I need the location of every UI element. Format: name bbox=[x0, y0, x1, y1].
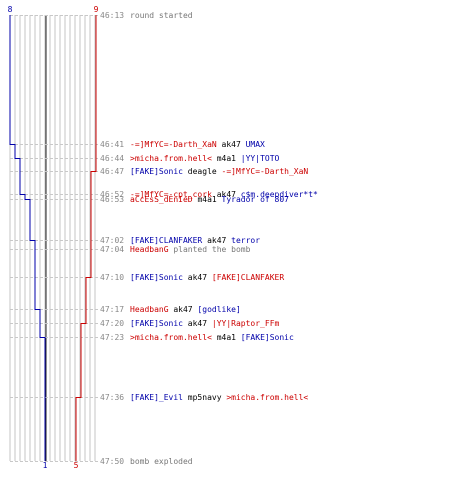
victim-name: UMAX bbox=[246, 140, 265, 149]
weapon-name: ak47 bbox=[217, 140, 246, 149]
blue-start-label: 8 bbox=[8, 5, 13, 14]
weapon-name: ak47 bbox=[183, 319, 212, 328]
event-description: round started bbox=[130, 11, 193, 20]
victim-name: >micha.from.hell< bbox=[226, 393, 308, 402]
event-time: 47:04 bbox=[100, 245, 124, 254]
victim-name: [godlike] bbox=[197, 305, 240, 314]
victim-name: c$m.deepdiver*t* bbox=[241, 190, 318, 199]
event-time: 47:10 bbox=[100, 273, 124, 282]
event-text: >micha.from.hell< m4a1 |YY|TOTO bbox=[130, 154, 280, 163]
weapon-name: ak47 bbox=[183, 273, 212, 282]
red-start-label: 9 bbox=[94, 5, 99, 14]
killer-name: [FAKE]_Evil bbox=[130, 393, 183, 402]
event-description: bomb exploded bbox=[130, 457, 193, 466]
weapon-name: m4a1 bbox=[212, 154, 241, 163]
event-time: 47:02 bbox=[100, 236, 124, 245]
killer-name: [FAKE]Sonic bbox=[130, 167, 183, 176]
weapon-name: m4a1 bbox=[193, 195, 222, 204]
killer-name: -=]MfYC=-Darth_XaN bbox=[130, 140, 217, 149]
victim-name: [FAKE]Sonic bbox=[241, 333, 294, 342]
killer-name: >micha.from.hell< bbox=[130, 333, 212, 342]
victim-name: Tyrador of 807 bbox=[222, 195, 290, 204]
victim-name: terror bbox=[231, 236, 260, 245]
victim-name: |YY|Raptor_FFm bbox=[212, 319, 280, 328]
killer-name: >micha.from.hell< bbox=[130, 154, 212, 163]
killer-name: aCcEsS_dEnIeD bbox=[130, 195, 193, 204]
event-time: 46:52 bbox=[100, 190, 124, 199]
event-text: bomb exploded bbox=[130, 457, 193, 466]
player-name: HeadbanG bbox=[130, 245, 169, 254]
victim-name: -=]MfYC=-Darth_XaN bbox=[222, 167, 309, 176]
event-time: 47:20 bbox=[100, 319, 124, 328]
event-time: 46:41 bbox=[100, 140, 124, 149]
killer-name: [FAKE]CLANFAKER bbox=[130, 236, 202, 245]
event-text: [FAKE]CLANFAKER ak47 terror bbox=[130, 236, 260, 245]
red-team-line bbox=[75, 15, 97, 461]
event-text: -=]MfYC=-Darth_XaN ak47 UMAX bbox=[130, 140, 265, 149]
weapon-name: ak47 bbox=[169, 305, 198, 314]
event-description: planted the bomb bbox=[169, 245, 251, 254]
event-text: HeadbanG planted the bomb bbox=[130, 245, 251, 254]
weapon-name: ak47 bbox=[202, 236, 231, 245]
event-time: 46:44 bbox=[100, 154, 124, 163]
event-text: >micha.from.hell< m4a1 [FAKE]Sonic bbox=[130, 333, 294, 342]
event-time: 47:23 bbox=[100, 333, 124, 342]
event-text: round started bbox=[130, 11, 193, 20]
event-text: [FAKE]_Evil mp5navy >micha.from.hell< bbox=[130, 393, 308, 402]
event-text: [FAKE]Sonic deagle -=]MfYC=-Darth_XaN bbox=[130, 167, 308, 176]
victim-name: [FAKE]CLANFAKER bbox=[212, 273, 284, 282]
weapon-name: ak47 bbox=[212, 190, 241, 199]
blue-team-line bbox=[9, 15, 46, 461]
killer-name: HeadbanG bbox=[130, 305, 169, 314]
event-text: -=]MfYC=-cpt_cork ak47 c$m.deepdiver*t* bbox=[130, 190, 318, 199]
event-time: 47:50 bbox=[100, 457, 124, 466]
weapon-name: deagle bbox=[183, 167, 222, 176]
killer-name: [FAKE]Sonic bbox=[130, 273, 183, 282]
event-text: HeadbanG ak47 [godlike] bbox=[130, 305, 241, 314]
weapon-name: m4a1 bbox=[212, 333, 241, 342]
victim-name: |YY|TOTO bbox=[241, 154, 280, 163]
killer-name: [FAKE]Sonic bbox=[130, 319, 183, 328]
event-text: [FAKE]Sonic ak47 [FAKE]CLANFAKER bbox=[130, 273, 284, 282]
killer-name: -=]MfYC=-cpt_cork bbox=[130, 190, 212, 199]
event-time: 46:53 bbox=[100, 195, 124, 204]
weapon-name: mp5navy bbox=[183, 393, 226, 402]
event-text: aCcEsS_dEnIeD m4a1 Tyrador of 807 bbox=[130, 195, 289, 204]
red-end-label: 5 bbox=[74, 461, 79, 470]
event-time: 47:17 bbox=[100, 305, 124, 314]
event-text: [FAKE]Sonic ak47 |YY|Raptor_FFm bbox=[130, 319, 280, 328]
event-time: 46:13 bbox=[100, 11, 124, 20]
event-time: 47:36 bbox=[100, 393, 124, 402]
event-time: 46:47 bbox=[100, 167, 124, 176]
blue-end-label: 1 bbox=[43, 461, 48, 470]
